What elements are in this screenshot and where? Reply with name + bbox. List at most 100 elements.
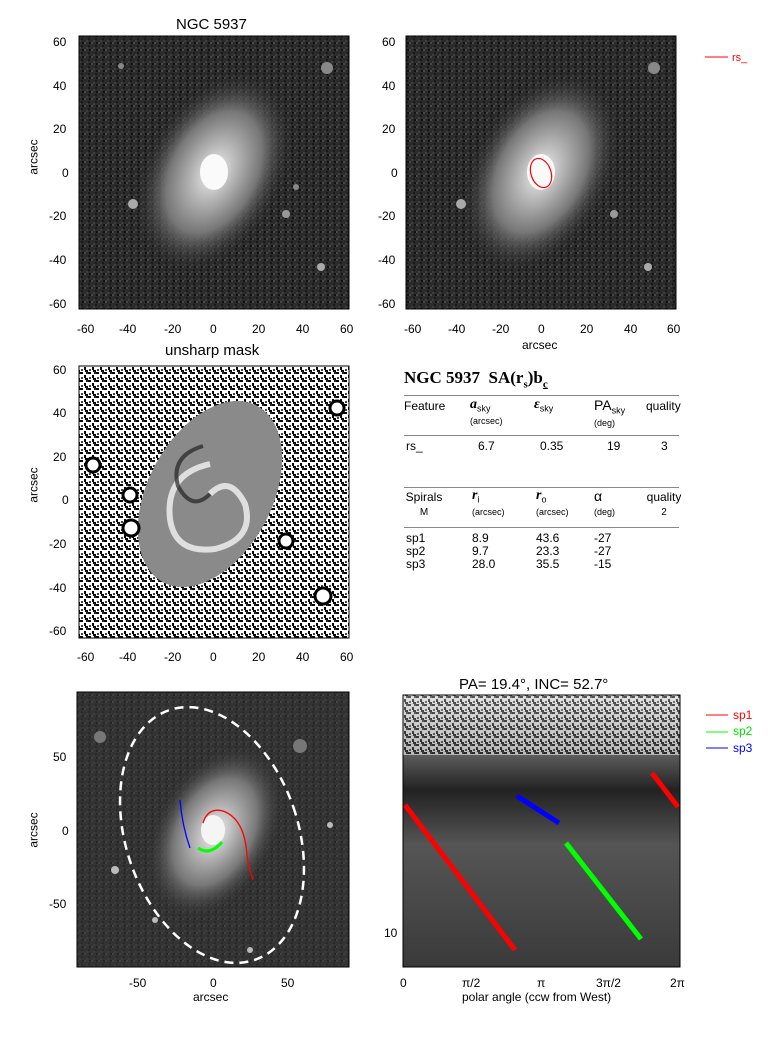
spir-head-c2: ri (arcsec) (472, 488, 505, 518)
legend-sp3-label: sp3 (733, 741, 753, 755)
panel-a-xtick: 0 (210, 322, 217, 336)
panel-d-xtick: 50 (281, 976, 295, 990)
panel-b-xtick: -40 (448, 322, 466, 336)
spir-head-c3: ro (arcsec) (536, 488, 569, 518)
panel-a-ytick: 60 (53, 35, 67, 49)
feat-row-c1: rs_ (406, 439, 423, 453)
panel-a-ytick: 20 (53, 122, 67, 136)
table-rule (404, 435, 679, 436)
panel-a-ylabel: arcsec (26, 139, 41, 175)
panel-a-ytick: 0 (62, 166, 69, 180)
legend-sp2-label: sp2 (733, 724, 753, 738)
panel-d-ytick: 0 (62, 824, 69, 838)
spir-head-c3-unit: (arcsec) (536, 507, 569, 518)
panel-d-xlabel: arcsec (193, 990, 229, 1004)
table-heading-tail: )b (527, 368, 543, 387)
panel-e-xtick: π/2 (462, 976, 481, 990)
panel-c-ytick: 60 (53, 363, 67, 377)
panel-e-xtick: 0 (400, 976, 407, 990)
panel-e-xtick: π (537, 976, 546, 990)
panel-b-ytick: 0 (391, 166, 398, 180)
panel-e-xtick: 3π/2 (596, 976, 621, 990)
spir-head-c2-unit: (arcsec) (472, 507, 505, 518)
panel-b-image (405, 35, 728, 310)
panel-c-xtick: 0 (210, 650, 217, 664)
spir-row-c1: sp1 (406, 531, 426, 545)
panel-e-title: PA= 19.4°, INC= 52.7° (459, 676, 609, 693)
panel-a-xtick: 40 (296, 322, 310, 336)
table-rule (404, 395, 679, 396)
sp3-line (515, 793, 561, 826)
deprojected-ellipse (118, 705, 306, 965)
panel-d-ytick: 50 (53, 750, 67, 764)
panel-a-xtick: 20 (252, 322, 266, 336)
table-rule (404, 527, 679, 528)
panel-a-ytick: -40 (49, 253, 67, 267)
panel-a-xtick: -20 (164, 322, 182, 336)
panel-c-ytick: 0 (62, 493, 69, 507)
panel-b-xlabel: arcsec (522, 338, 558, 352)
panel-a-ytick: 40 (53, 79, 67, 93)
feat-head-c4-unit: (deg) (594, 418, 616, 429)
feat-row-c5: 3 (661, 439, 668, 453)
feat-head-c2-sub: sky (477, 403, 491, 414)
spir-head-c2-sym: r (472, 488, 478, 503)
panel-c-image (78, 365, 350, 639)
legend-sp1-label: sp1 (733, 708, 753, 722)
panel-e-plot (402, 694, 728, 968)
sp2-line (564, 841, 643, 941)
panel-a-xtick: 60 (340, 322, 354, 336)
table-rule (404, 487, 679, 488)
panel-c-ytick: -20 (49, 537, 67, 551)
panel-a-xtick: -60 (77, 322, 95, 336)
panel-c-xtick: 20 (252, 650, 266, 664)
panel-a-title: NGC 5937 (176, 16, 247, 33)
panel-c-ytick: 40 (53, 406, 67, 420)
panel-c-xtick: 40 (296, 650, 310, 664)
panel-d-image (76, 691, 350, 968)
sp1-line-b (650, 771, 680, 809)
feat-head-c2: asky (arcsec) (470, 397, 503, 427)
spir-row-c2: 28.0 (472, 557, 496, 571)
spir-row-c3: 35.5 (536, 557, 560, 571)
rs-ellipse (529, 157, 553, 189)
panel-c-ytick: -60 (49, 624, 67, 638)
feat-head-c3-sym: ε (534, 397, 540, 412)
feat-row-c3: 0.35 (540, 439, 564, 453)
feat-head-c2-unit: (arcsec) (470, 416, 503, 427)
spir-head-c5-value: 2 (661, 507, 667, 518)
panel-d-ytick: -50 (49, 897, 67, 911)
sp1-line-a (403, 803, 517, 952)
panel-a-image (78, 35, 350, 310)
feat-head-c4-sym: PA (594, 397, 612, 413)
panel-d-xtick: 0 (210, 976, 217, 990)
panel-c-ytick: -40 (49, 581, 67, 595)
feat-head-c1: Feature (404, 399, 446, 413)
table-heading: NGC 5937 SA(rs)bc (404, 368, 548, 390)
feat-row-c2: 6.7 (478, 439, 495, 453)
panel-b-ytick: -20 (378, 209, 396, 223)
spir-head-c1-label: Spirals (405, 490, 443, 504)
spir-row-c3: 23.3 (536, 544, 560, 558)
spir-row-c1: sp3 (406, 557, 426, 571)
panel-b-xtick: -20 (492, 322, 510, 336)
spir-head-c1-mode: M (419, 507, 429, 518)
panel-b-xtick: 20 (580, 322, 594, 336)
panel-a-ytick: -60 (49, 297, 67, 311)
spir-head-c3-sym: r (536, 488, 542, 503)
legend-rs-label: rs_ (732, 52, 748, 64)
panel-b-xtick: 40 (624, 322, 638, 336)
spir-row-c2: 8.9 (472, 531, 489, 545)
panel-c-ytick: 20 (53, 450, 67, 464)
panel-c-xtick: -20 (164, 650, 182, 664)
panel-a-xtick: -40 (119, 322, 137, 336)
panel-d-ylabel: arcsec (26, 812, 41, 848)
spir-head-c1: Spirals M (404, 490, 444, 518)
panel-e-xtick: 2π (670, 976, 685, 990)
panel-d-xtick: -50 (129, 976, 147, 990)
feat-head-c3: εsky (534, 397, 553, 413)
panel-b-ytick: -60 (378, 297, 396, 311)
panel-c-ylabel: arcsec (26, 467, 41, 503)
spir-head-c4-unit: (deg) (594, 507, 616, 517)
spir-row-c4: -27 (594, 531, 612, 545)
